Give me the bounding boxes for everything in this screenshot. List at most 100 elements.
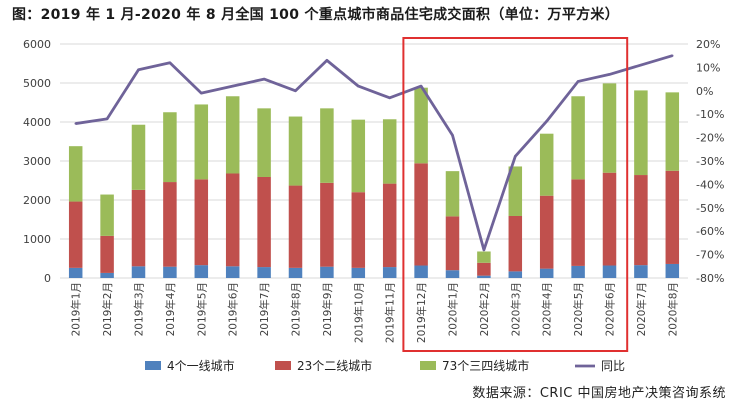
x-tick-label: 2020年3月	[509, 282, 522, 336]
x-tick-label: 2019年9月	[321, 282, 334, 336]
bar-segment	[602, 172, 617, 266]
bar-segment	[477, 262, 491, 276]
x-tick-label: 2019年4月	[164, 282, 177, 336]
bar-segment	[634, 265, 648, 278]
x-tick-label: 2019年11月	[384, 282, 397, 343]
yoy-point	[451, 134, 454, 137]
bar-segment	[602, 265, 617, 278]
x-tick-label: 2020年8月	[666, 282, 679, 336]
yoy-point	[200, 91, 203, 95]
right-y-tick-label: -70%	[696, 249, 724, 262]
x-tick-label: 2019年3月	[133, 282, 146, 336]
bar-segment	[257, 267, 271, 278]
legend-label: 23个二线城市	[297, 358, 372, 373]
bar-segment	[508, 271, 523, 278]
bar-segment	[68, 146, 83, 202]
bar-segment	[131, 266, 146, 278]
bar-segment	[539, 195, 554, 269]
bar-segment	[571, 96, 585, 180]
yoy-point	[262, 77, 266, 81]
bar-segment	[602, 83, 617, 173]
yoy-point	[231, 84, 234, 88]
right-y-tick-label: 20%	[696, 38, 720, 51]
yoy-line	[74, 54, 674, 252]
bar-segment	[163, 266, 177, 278]
left-y-tick-label: 2000	[23, 194, 51, 207]
yoy-line-path	[75, 54, 673, 252]
bar-segment	[194, 179, 209, 266]
x-tick-label: 2019年10月	[352, 282, 365, 343]
legend-swatch	[145, 361, 161, 370]
yoy-point	[105, 117, 109, 121]
bar-segment	[571, 179, 585, 266]
x-tick-label: 2019年5月	[195, 282, 208, 336]
bar-segment	[414, 265, 428, 278]
bar-segment	[288, 185, 303, 268]
left-y-tick-label: 6000	[23, 38, 51, 51]
x-tick-label: 2019年1月	[70, 282, 83, 336]
bar-segment	[320, 182, 334, 267]
bars	[68, 83, 680, 278]
x-tick-label: 2020年5月	[572, 282, 585, 336]
bar-segment	[382, 119, 397, 184]
x-tick-label: 2020年7月	[635, 282, 648, 336]
yoy-point	[294, 89, 297, 93]
yoy-point	[514, 155, 517, 158]
bar-segment	[100, 194, 114, 236]
bar-segment	[351, 267, 366, 278]
bar-segment	[665, 263, 680, 278]
bar-segment	[382, 183, 397, 268]
yoy-point	[576, 80, 580, 83]
x-tick-label: 2020年1月	[447, 282, 460, 336]
x-tick-label: 2020年4月	[541, 282, 554, 336]
x-tick-label: 2020年6月	[604, 282, 617, 336]
x-tick-label: 2019年12月	[415, 282, 428, 343]
right-y-tick-label: 10%	[696, 61, 720, 74]
right-y-tick-label: -30%	[696, 155, 724, 168]
bar-segment	[445, 216, 460, 271]
bar-segment	[445, 171, 460, 217]
bar-segment	[225, 266, 240, 278]
x-tick-label: 2019年7月	[258, 282, 271, 336]
bar-segment	[194, 104, 209, 180]
bar-segment	[257, 108, 271, 177]
bar-segment	[320, 266, 334, 278]
bar-segment	[225, 173, 240, 267]
yoy-point	[639, 63, 643, 67]
yoy-point	[671, 54, 674, 57]
bar-segment	[351, 119, 366, 193]
bar-segment	[508, 215, 523, 272]
yoy-point	[419, 84, 423, 88]
x-tick-label: 2019年8月	[290, 282, 303, 336]
right-y-tick-label: -40%	[696, 178, 724, 191]
yoy-point	[137, 68, 140, 71]
bar-segment	[257, 176, 271, 268]
right-y-tick-label: -50%	[696, 202, 724, 215]
bar-segment	[100, 272, 114, 278]
bar-segment	[477, 251, 491, 263]
x-axis-labels: 2019年1月 2019年2月 2019年3月 2019年4月 2019年5月 2019年…	[70, 282, 680, 343]
bar-segment	[320, 108, 334, 183]
bar-segment	[68, 267, 83, 278]
bar-segment	[288, 116, 303, 186]
bar-segment	[634, 175, 648, 266]
chart-title: 图：2019 年 1 月-2020 年 8 月全国 100 个重点城市商品住宅成…	[12, 7, 620, 23]
bar-segment	[100, 235, 114, 273]
bar-segment	[665, 170, 680, 264]
bar-segment	[539, 133, 554, 196]
legend-swatch	[275, 361, 291, 370]
right-y-tick-label: -80%	[696, 272, 724, 285]
left-y-tick-label: 5000	[23, 77, 51, 90]
bar-segment	[414, 163, 428, 266]
bar-segment	[634, 90, 648, 176]
highlight-box-layer	[402, 37, 629, 352]
left-y-tick-label: 0	[44, 272, 51, 285]
yoy-point	[357, 84, 360, 88]
bar-segment	[288, 267, 303, 278]
bar-segment	[131, 124, 146, 190]
legend-label: 同比	[601, 359, 625, 373]
legend-label: 73个三四线城市	[442, 358, 529, 373]
yoy-point	[482, 248, 486, 252]
legend-label: 4个一线城市	[167, 358, 235, 373]
